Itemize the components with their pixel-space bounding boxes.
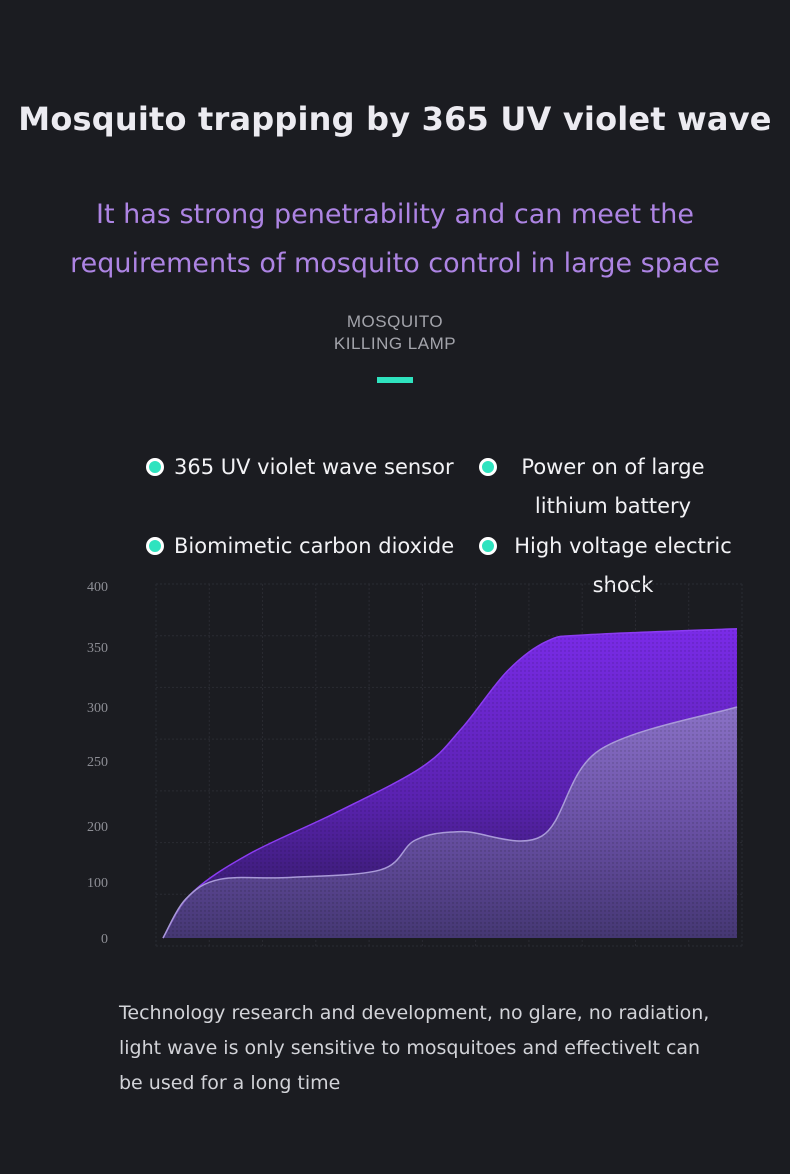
subtitle: It has strong penetrability and can meet… xyxy=(40,190,750,288)
area-chart: 0 100 200 250 300 350 400 xyxy=(87,580,743,947)
feature-label: Biomimetic carbon dioxide xyxy=(174,534,455,558)
page-title: Mosquito trapping by 365 UV violet wave xyxy=(18,100,772,138)
feature-item-shock: High voltage electric shock xyxy=(479,527,739,605)
y-axis-ticks: 0 100 200 250 300 350 400 xyxy=(87,580,108,947)
product-line-2: KILLING LAMP xyxy=(333,334,457,353)
y-tick-label: 100 xyxy=(87,876,108,891)
feature-item-battery: Power on of large lithium battery xyxy=(479,448,719,526)
product-label: MOSQUITO KILLING LAMP xyxy=(0,311,790,355)
subtitle-line-2: requirements of mosquito control in larg… xyxy=(70,248,720,279)
description-text: Technology research and development, no … xyxy=(119,1002,710,1094)
feature-label: High voltage electric shock xyxy=(514,534,732,597)
y-tick-label: 350 xyxy=(87,641,108,656)
chart-series xyxy=(162,627,738,939)
feature-label: 365 UV violet wave sensor xyxy=(174,455,454,479)
series-line-1 xyxy=(162,627,738,939)
bullet-dot-icon xyxy=(479,537,497,555)
bullet-dot-icon xyxy=(479,458,497,476)
bullet-dot-icon xyxy=(146,537,164,555)
bullet-dot-icon xyxy=(146,458,164,476)
subtitle-line-1: It has strong penetrability and can meet… xyxy=(96,199,694,230)
y-tick-label: 300 xyxy=(87,701,108,716)
y-tick-label: 0 xyxy=(101,932,108,947)
series-texture-2 xyxy=(163,707,737,938)
accent-divider xyxy=(377,377,413,383)
product-line-1: MOSQUITO xyxy=(346,312,444,331)
feature-item-uv-sensor: 365 UV violet wave sensor xyxy=(146,448,466,487)
y-tick-label: 200 xyxy=(87,820,108,835)
y-tick-label: 400 xyxy=(87,580,108,595)
y-tick-label: 250 xyxy=(87,755,108,770)
feature-label: Power on of large lithium battery xyxy=(521,455,705,518)
series-line-2 xyxy=(162,706,738,939)
feature-item-co2: Biomimetic carbon dioxide xyxy=(146,527,476,566)
